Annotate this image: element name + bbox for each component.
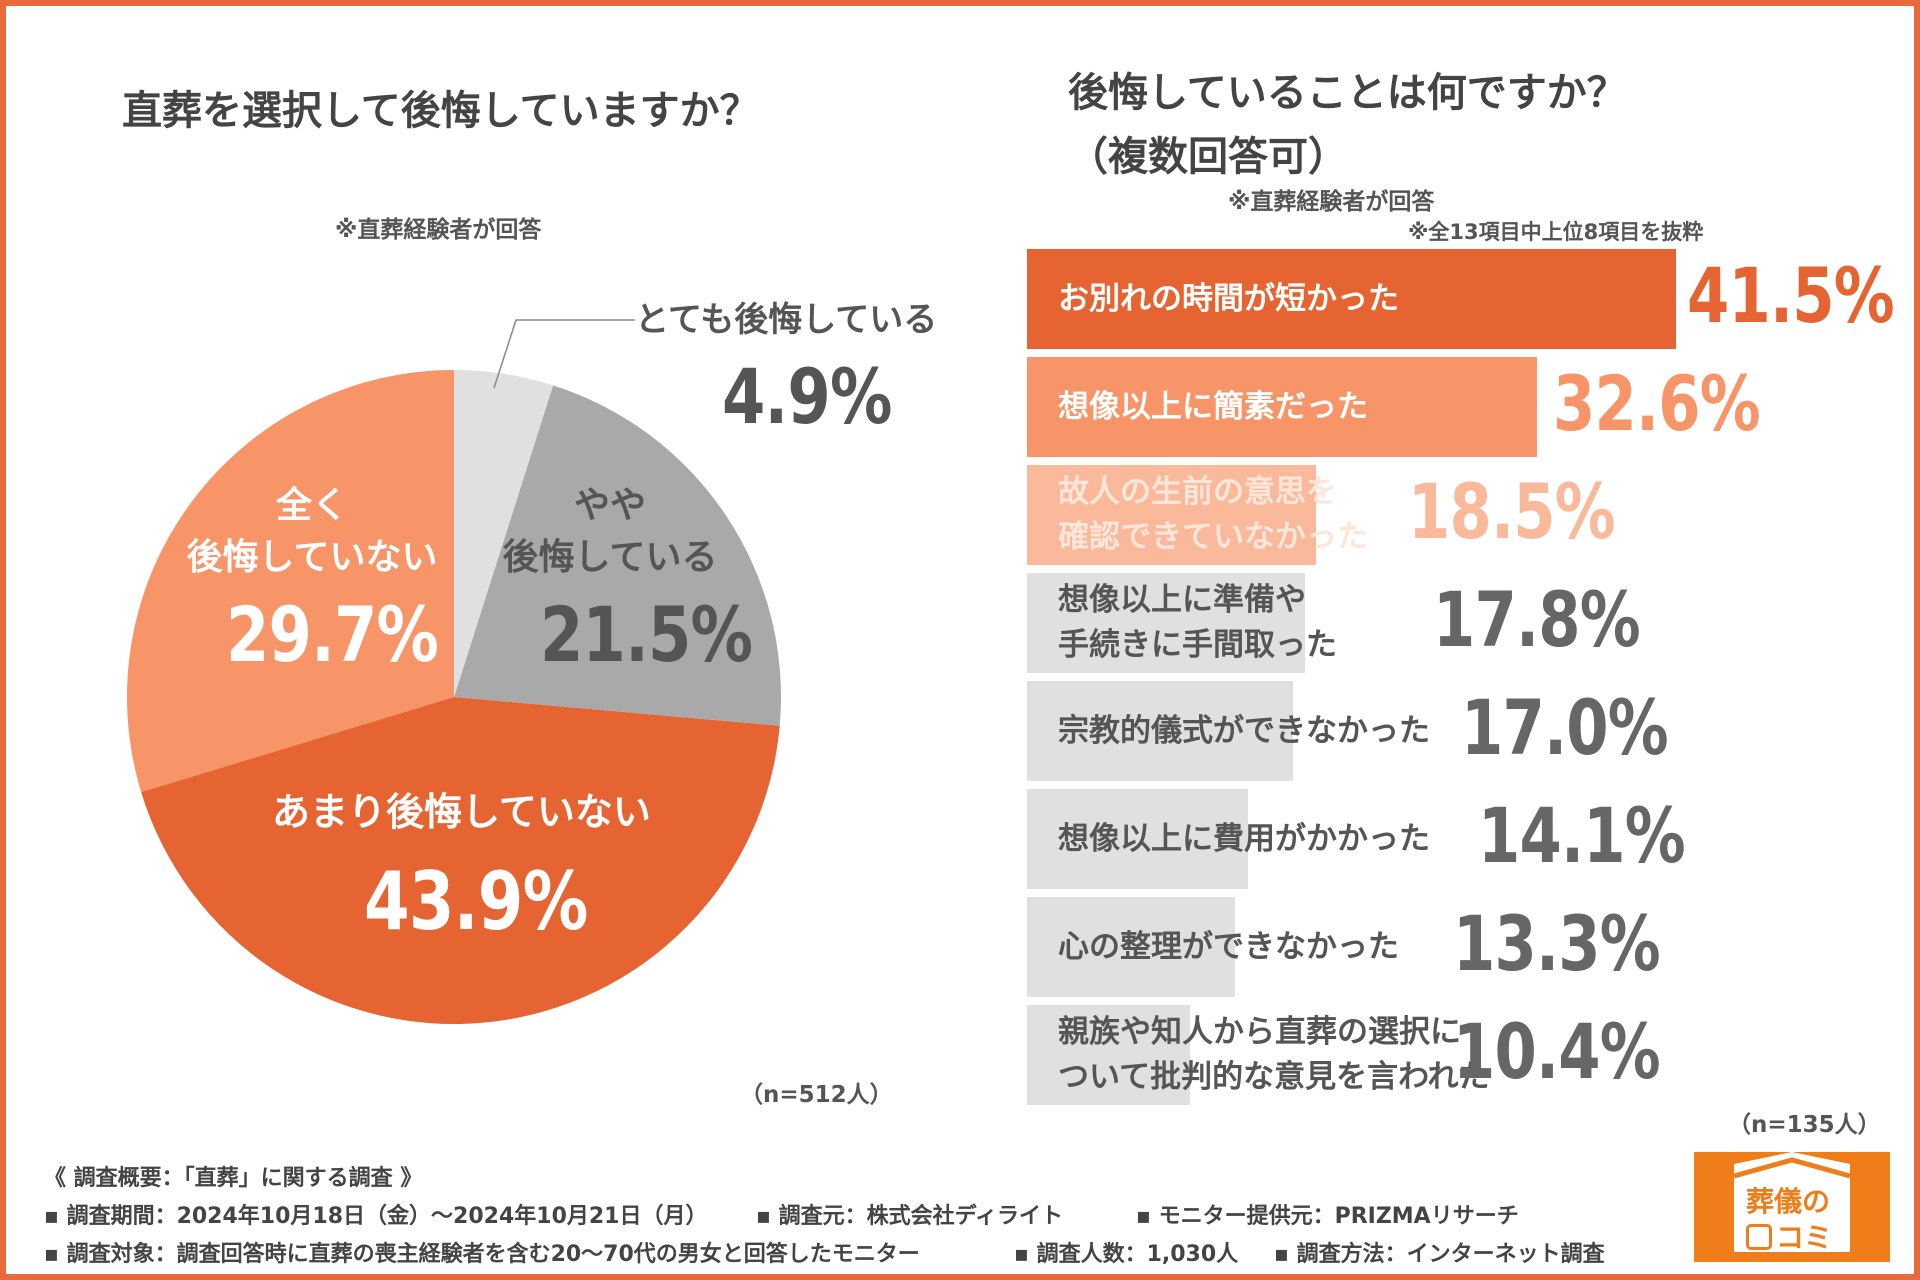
slice-value-notmuch: 43.9%	[364, 855, 588, 948]
bar-label: 親族や知人から直葬の選択に ついて批判的な意見を言われた	[1058, 1014, 1490, 1095]
footer-heading: 《 調査概要：「直葬」に関する調査 》	[44, 1166, 423, 1191]
bar-value: 32.6%	[1553, 359, 1761, 448]
footer-target: ▪ 調査対象：調査回答時に直葬の喪主経験者を含む20〜70代の男女と回答したモニ…	[44, 1242, 920, 1267]
pie-slice-somewhat	[454, 385, 782, 726]
slice-label-somewhat: やや 後悔している	[502, 485, 718, 579]
logo-text-1: 葬儀の	[1746, 1185, 1831, 1218]
bar	[1027, 249, 1677, 349]
bar-value: 10.4%	[1453, 1007, 1661, 1096]
bar-label: お別れの時間が短かった	[1058, 280, 1399, 317]
footer-monitor: ▪ モニター提供元：PRIZMAリサーチ	[1136, 1204, 1519, 1229]
bar	[1027, 789, 1248, 889]
pie-chart	[127, 319, 782, 1025]
pie-slice-very	[454, 370, 554, 697]
slice-value-none: 29.7%	[226, 590, 439, 679]
bar	[1027, 681, 1293, 781]
pie-note: ※直葬経験者が回答	[335, 217, 542, 243]
leader-line	[493, 319, 635, 389]
bar-note-2: ※全13項目中上位8項目を抜粋	[1408, 220, 1704, 244]
logo-text-2: コミ	[1746, 1216, 1832, 1256]
bar-title-1: 後悔していることは何ですか？	[1068, 70, 1627, 116]
bar-value: 18.5%	[1408, 467, 1616, 556]
bar-label: 心の整理ができなかった	[1058, 928, 1399, 965]
slice-label-none: 全く 後悔していない	[186, 485, 438, 579]
slice-value-somewhat: 21.5%	[540, 590, 753, 679]
bar-label: 想像以上に費用がかかった	[1058, 820, 1430, 857]
bar-value: 17.0%	[1461, 683, 1669, 772]
bar	[1027, 357, 1537, 457]
footer-method: ▪ 調査方法：インターネット調査	[1274, 1242, 1605, 1267]
footer-source: ▪ 調査元：株式会社ディライト	[756, 1204, 1064, 1229]
slice-label-very: とても後悔している	[635, 300, 938, 340]
slice-label-notmuch: あまり後悔していない	[272, 790, 651, 834]
bar-label: 故人の生前の意思を 確認できていなかった	[1058, 474, 1368, 555]
bar-n: （n=135人）	[1728, 1112, 1881, 1138]
bar-label: 宗教的儀式ができなかった	[1058, 712, 1430, 749]
bar-title-2: （複数回答可）	[1068, 134, 1348, 180]
logo: 葬儀の コミ	[1694, 1152, 1890, 1262]
bar-note-1: ※直葬経験者が回答	[1228, 189, 1435, 215]
bar-value: 14.1%	[1478, 791, 1686, 880]
bar-label: 想像以上に簡素だった	[1058, 388, 1368, 425]
bar	[1027, 573, 1306, 673]
footer-count: ▪ 調査人数：1,030人	[1014, 1242, 1239, 1267]
footer-period: ▪ 調査期間：2024年10月18日（金）〜2024年10月21日（月）	[44, 1204, 708, 1229]
pie-n: （n=512人）	[740, 1082, 893, 1108]
pie-slice-notmuch	[141, 697, 780, 1025]
bar	[1027, 897, 1235, 997]
bar-value: 17.8%	[1433, 575, 1641, 664]
bar	[1027, 465, 1317, 565]
slice-value-very: 4.9%	[722, 352, 892, 441]
pie-slice-none	[127, 370, 455, 793]
bar-label: 想像以上に準備や 手続きに手間取った	[1058, 582, 1337, 663]
bar	[1027, 1005, 1190, 1105]
bar-value: 41.5%	[1687, 251, 1895, 340]
bar-value: 13.3%	[1453, 899, 1661, 988]
smiley-icon	[1746, 1224, 1772, 1250]
pie-title: 直葬を選択して後悔していますか？	[122, 88, 760, 134]
